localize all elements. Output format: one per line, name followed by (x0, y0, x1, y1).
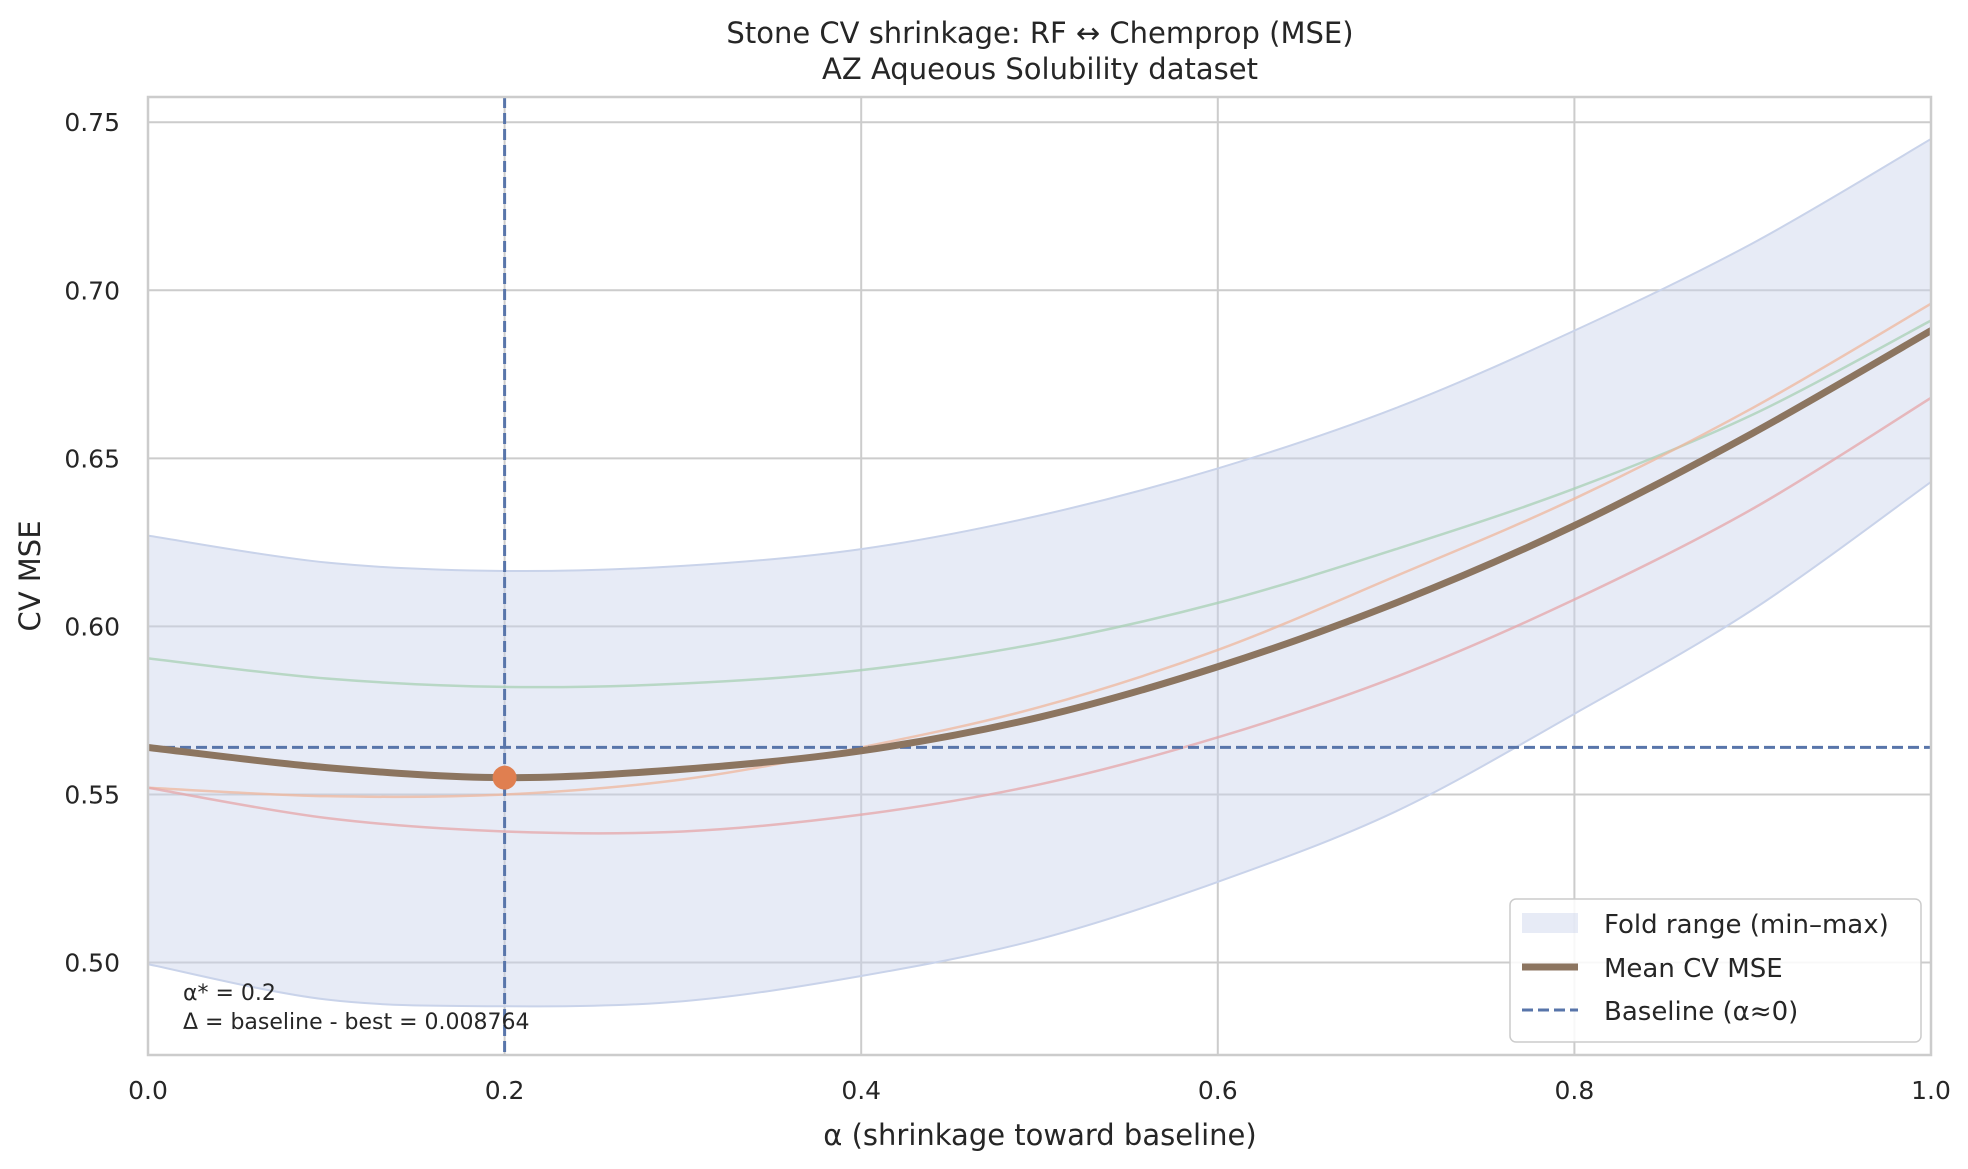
annotation-alpha-star: α* = 0.2 (183, 981, 276, 1006)
y-tick-label: 0.60 (64, 612, 120, 641)
fold-line-3 (148, 396, 1931, 835)
fold-line-1 (148, 319, 1931, 689)
mean-line-layer (148, 327, 1931, 782)
x-tick-labels: 0.0 0.2 0.4 0.6 0.8 1.0 (128, 1076, 1951, 1105)
x-tick-label: 0.6 (1198, 1076, 1238, 1105)
y-tick-label: 0.65 (64, 444, 120, 473)
x-tick-label: 1.0 (1911, 1076, 1951, 1105)
x-tick-label: 0.2 (485, 1076, 525, 1105)
best-alpha-point (492, 765, 517, 790)
y-axis-label: CV MSE (13, 520, 47, 631)
legend-box (1509, 898, 1922, 1043)
y-tick-label: 0.70 (64, 276, 120, 305)
y-tick-label: 0.75 (64, 108, 120, 137)
legend-swatch-fold-range (1522, 913, 1578, 933)
legend-label-fold-range: Fold range (min–max) (1604, 910, 1889, 940)
reference-lines-layer (148, 97, 1931, 1055)
y-tick-label: 0.55 (64, 780, 120, 809)
best-point-layer (492, 765, 517, 790)
plot-background (148, 97, 1931, 1055)
plot-frame (146, 95, 1933, 1057)
legend: Fold range (min–max) Mean CV MSE Baselin… (1509, 898, 1922, 1043)
y-tick-labels: 0.50 0.55 0.60 0.65 0.70 0.75 (64, 108, 120, 977)
chart-subtitle: AZ Aqueous Solubility dataset (822, 52, 1258, 86)
fold-line-2 (148, 302, 1931, 799)
annotation-delta: Δ = baseline - best = 0.008764 (183, 1010, 530, 1035)
x-axis-label: α (shrinkage toward baseline) (823, 1118, 1256, 1152)
mean-cv-mse-line (148, 327, 1931, 782)
legend-label-baseline: Baseline (α≈0) (1604, 997, 1798, 1027)
legend-label-mean: Mean CV MSE (1604, 954, 1783, 984)
y-tick-label: 0.50 (64, 949, 120, 978)
x-tick-label: 0.8 (1555, 1076, 1595, 1105)
x-tick-label: 0.0 (128, 1076, 168, 1105)
x-tick-label: 0.4 (841, 1076, 881, 1105)
chart-title: Stone CV shrinkage: RF ↔ Chemprop (MSE) (726, 16, 1353, 50)
fold-lines-layer (148, 302, 1931, 835)
